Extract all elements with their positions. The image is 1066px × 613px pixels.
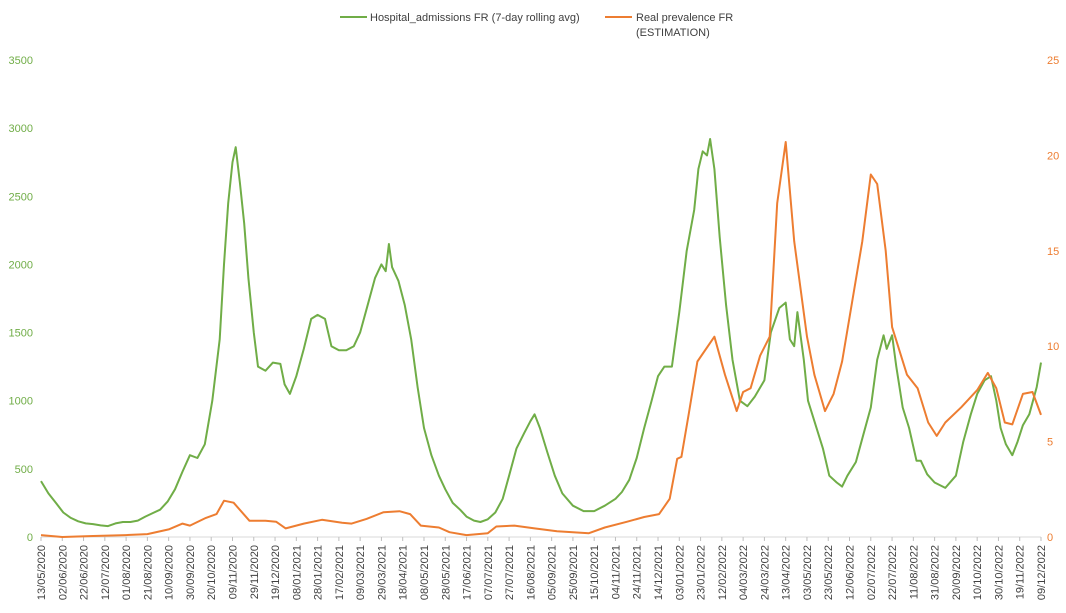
x-tick-label: 10/10/2022: [972, 545, 984, 600]
x-tick-label: 29/11/2020: [249, 545, 261, 599]
y-right-tick-label: 15: [1047, 246, 1059, 258]
x-tick-label: 27/07/2021: [504, 545, 516, 600]
legend: Hospital_admissions FR (7-day rolling av…: [340, 12, 733, 39]
legend-label-prevalence-line2: (ESTIMATION): [636, 27, 710, 39]
x-tick-label: 24/03/2022: [759, 545, 771, 600]
x-tick-label: 10/09/2020: [164, 545, 176, 600]
x-tick-label: 23/01/2022: [696, 545, 708, 600]
y-right-tick-label: 20: [1047, 150, 1059, 162]
y-left-tick-label: 0: [27, 532, 33, 544]
x-tick-label: 17/06/2021: [462, 545, 474, 600]
x-tick-label: 12/07/2020: [100, 545, 112, 600]
y-left-tick-label: 1000: [9, 396, 33, 408]
x-tick-label: 08/01/2021: [291, 545, 303, 600]
x-tick-label: 19/12/2020: [270, 545, 282, 600]
plot-area: 0 500 1000 1500 2000 2500 3000 3500 0 5 10 15 20 25 13…: [9, 55, 1060, 600]
x-tick-label: 03/05/2022: [802, 545, 814, 600]
x-tick-label: 03/01/2022: [674, 545, 686, 600]
x-tick-label: 02/06/2020: [57, 545, 69, 600]
x-tick-label: 19/11/2022: [1015, 545, 1027, 599]
y-right-tick-label: 10: [1047, 341, 1059, 353]
x-tick-label: 11/08/2022: [908, 545, 920, 599]
x-tick-label: 21/08/2020: [142, 545, 154, 600]
x-tick-label: 02/07/2022: [866, 545, 878, 600]
x-tick-label: 20/10/2020: [206, 545, 218, 600]
x-tick-label: 07/07/2021: [483, 545, 495, 600]
y-left-tick-label: 1500: [9, 328, 33, 340]
x-tick-label: 24/11/2021: [632, 545, 644, 599]
x-tick-label: 12/02/2022: [717, 545, 729, 600]
x-tick-label: 09/03/2021: [355, 545, 367, 600]
x-tick-label: 15/10/2021: [589, 545, 601, 600]
x-tick-label: 30/09/2020: [185, 545, 197, 600]
y-left-tick-label: 2000: [9, 259, 33, 271]
x-tick-label: 04/11/2021: [610, 545, 622, 599]
x-tick-label: 01/08/2020: [121, 545, 133, 600]
x-tick-label: 09/12/2022: [1036, 545, 1048, 600]
x-tick-label: 17/02/2021: [334, 545, 346, 600]
y-left-tick-label: 500: [15, 464, 33, 476]
x-tick-label: 28/01/2021: [313, 545, 325, 600]
series-line-prevalence: [40, 141, 1042, 538]
legend-label-prevalence-line1: Real prevalence FR: [636, 12, 733, 24]
x-tick-label: 22/06/2020: [79, 545, 91, 600]
x-tick-label: 04/03/2022: [738, 545, 750, 600]
x-tick-label: 14/12/2021: [653, 545, 665, 600]
x-tick-label: 30/10/2022: [993, 545, 1005, 600]
x-tick-label: 13/05/2020: [36, 545, 48, 600]
x-tick-label: 12/06/2022: [845, 545, 857, 600]
x-tick-label: 29/03/2021: [376, 545, 388, 600]
y-right-tick-label: 5: [1047, 437, 1053, 449]
x-tick-label: 31/08/2022: [930, 545, 942, 600]
x-tick-label: 08/05/2021: [419, 545, 431, 600]
x-tick-label: 05/09/2021: [547, 545, 559, 600]
x-tick-label: 18/04/2021: [398, 545, 410, 600]
series-line-hospital: [40, 138, 1042, 528]
x-tick-label: 16/08/2021: [525, 545, 537, 600]
legend-label-hospital: Hospital_admissions FR (7-day rolling av…: [370, 12, 580, 24]
x-tick-label: 25/09/2021: [568, 545, 580, 600]
x-tick-label: 28/05/2021: [440, 545, 452, 600]
x-tick-label: 09/11/2020: [227, 545, 239, 599]
x-tick-label: 13/04/2022: [781, 545, 793, 600]
y-right-tick-label: 25: [1047, 55, 1059, 67]
y-right-tick-label: 0: [1047, 532, 1053, 544]
y-left-tick-label: 3500: [9, 55, 33, 67]
x-tick-label: 20/09/2022: [951, 545, 963, 600]
y-left-tick-label: 3000: [9, 123, 33, 135]
x-tick-label: 22/07/2022: [887, 545, 899, 600]
x-tick-label: 23/05/2022: [823, 545, 835, 600]
y-left-tick-label: 2500: [9, 191, 33, 203]
